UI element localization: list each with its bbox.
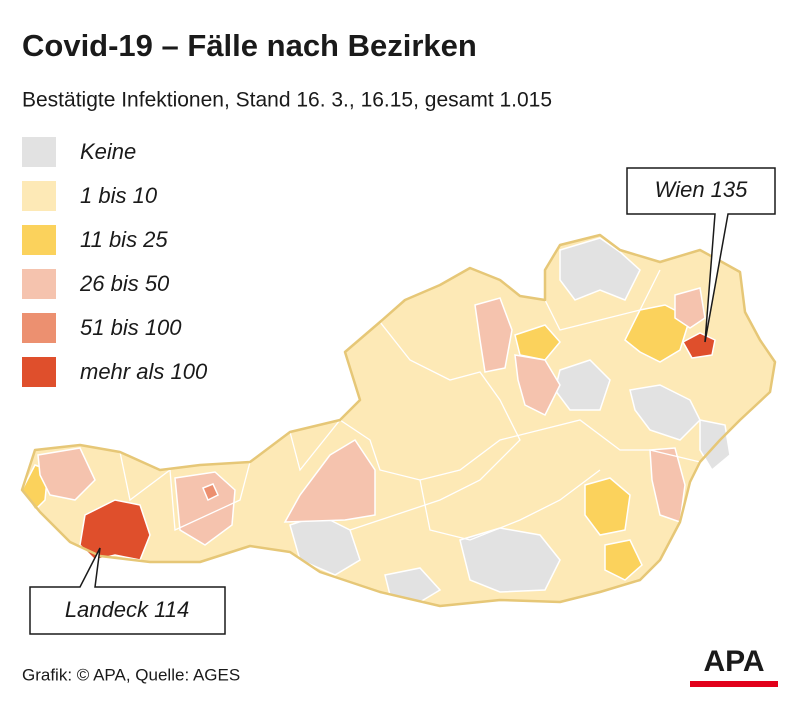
subtitle: Bestätigte Infektionen, Stand 16. 3., 16…	[22, 89, 552, 112]
district	[459, 527, 561, 593]
district	[674, 287, 706, 329]
district	[474, 297, 513, 373]
title: Covid-19 – Fälle nach Bezirken	[22, 28, 477, 63]
district	[681, 332, 716, 359]
district	[384, 567, 442, 603]
district	[604, 539, 643, 581]
legend-swatch	[22, 269, 56, 299]
district	[514, 324, 561, 361]
district	[624, 304, 691, 363]
legend-swatch	[22, 225, 56, 255]
district	[559, 237, 641, 301]
legend: Keine 1 bis 10 11 bis 25 26 bis 50 51 bis 10…	[22, 137, 208, 387]
legend-label: mehr als 100	[80, 359, 208, 384]
district	[202, 483, 219, 502]
legend-swatch	[22, 181, 56, 211]
callout-label: Wien 135	[655, 177, 749, 202]
country-border	[20, 233, 777, 608]
district	[584, 477, 631, 536]
legend-label: 11 bis 25	[80, 227, 168, 252]
logo-bar	[690, 681, 778, 687]
legend-swatch	[22, 313, 56, 343]
callout-label: Landeck 114	[65, 597, 189, 622]
source: Grafik: © APA, Quelle: AGES	[22, 665, 240, 684]
legend-swatch	[22, 357, 56, 387]
legend-label: 51 bis 100	[80, 315, 182, 340]
district	[629, 384, 701, 441]
austria-map	[20, 233, 777, 608]
district	[174, 471, 236, 546]
legend-label: 1 bis 10	[80, 183, 158, 208]
district	[283, 438, 376, 523]
callout-wien: Wien 135	[626, 167, 776, 343]
legend-label: 26 bis 50	[79, 271, 170, 296]
legend-swatch	[22, 137, 56, 167]
callout-landeck: Landeck 114	[29, 547, 226, 635]
legend-label: Keine	[80, 139, 136, 164]
callout-box	[626, 167, 776, 343]
callout-box	[29, 547, 226, 635]
district	[514, 354, 561, 417]
logo: APA	[703, 645, 764, 678]
district	[37, 447, 96, 501]
